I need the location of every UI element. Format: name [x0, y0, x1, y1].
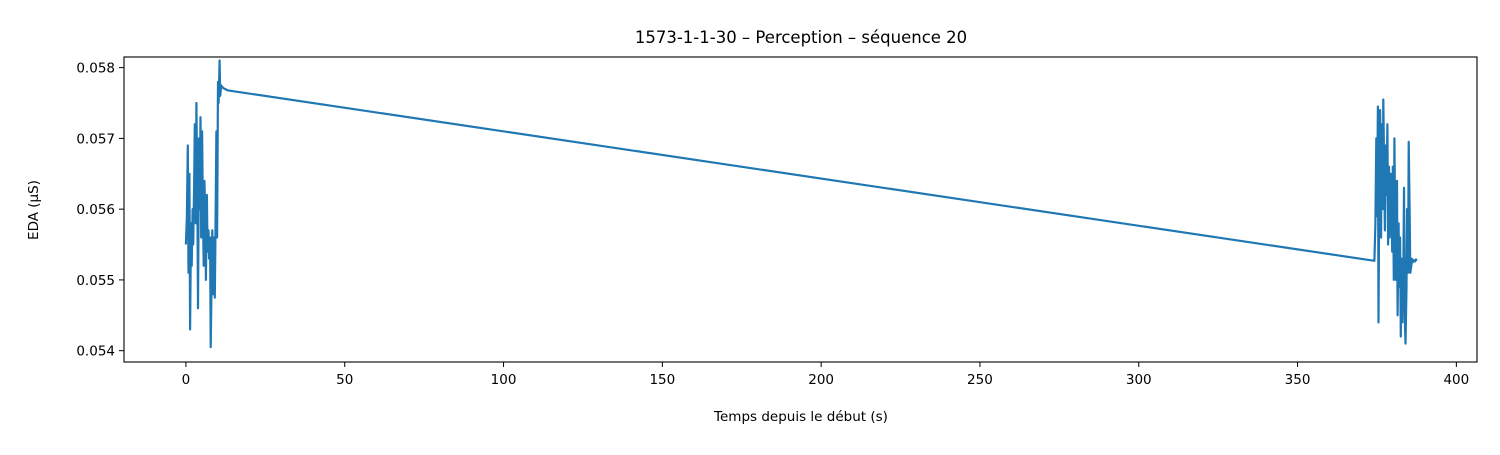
chart-title: 1573-1-1-30 – Perception – séquence 20 — [635, 28, 967, 47]
y-tick-label: 0.057 — [76, 131, 115, 147]
axes-frame — [123, 56, 1478, 363]
x-axis-label: Temps depuis le début (s) — [713, 409, 888, 425]
x-tick-label: 150 — [649, 372, 675, 388]
x-tick-label: 0 — [182, 372, 191, 388]
x-tick-label: 300 — [1126, 372, 1152, 388]
x-tick-label: 350 — [1285, 372, 1311, 388]
x-tick-label: 400 — [1443, 372, 1469, 388]
plot-area — [123, 56, 1478, 363]
x-tick-label: 200 — [808, 372, 834, 388]
x-tick-label: 100 — [491, 372, 517, 388]
y-tick-label: 0.056 — [76, 202, 115, 218]
series-layer — [184, 59, 1418, 349]
x-tick-label: 250 — [967, 372, 993, 388]
y-tick-label: 0.055 — [76, 273, 115, 289]
x-tick-label: 50 — [336, 372, 353, 388]
y-tick-label: 0.054 — [76, 344, 115, 360]
y-tick-label: 0.058 — [76, 61, 115, 77]
y-axis-label: EDA (µS) — [26, 180, 42, 240]
eda-series-line — [184, 59, 1418, 349]
y-axis: 0.054 0.055 0.056 0.057 0.058 — [76, 61, 124, 360]
x-axis: 0 50 100 150 200 250 300 350 400 — [182, 362, 1469, 388]
